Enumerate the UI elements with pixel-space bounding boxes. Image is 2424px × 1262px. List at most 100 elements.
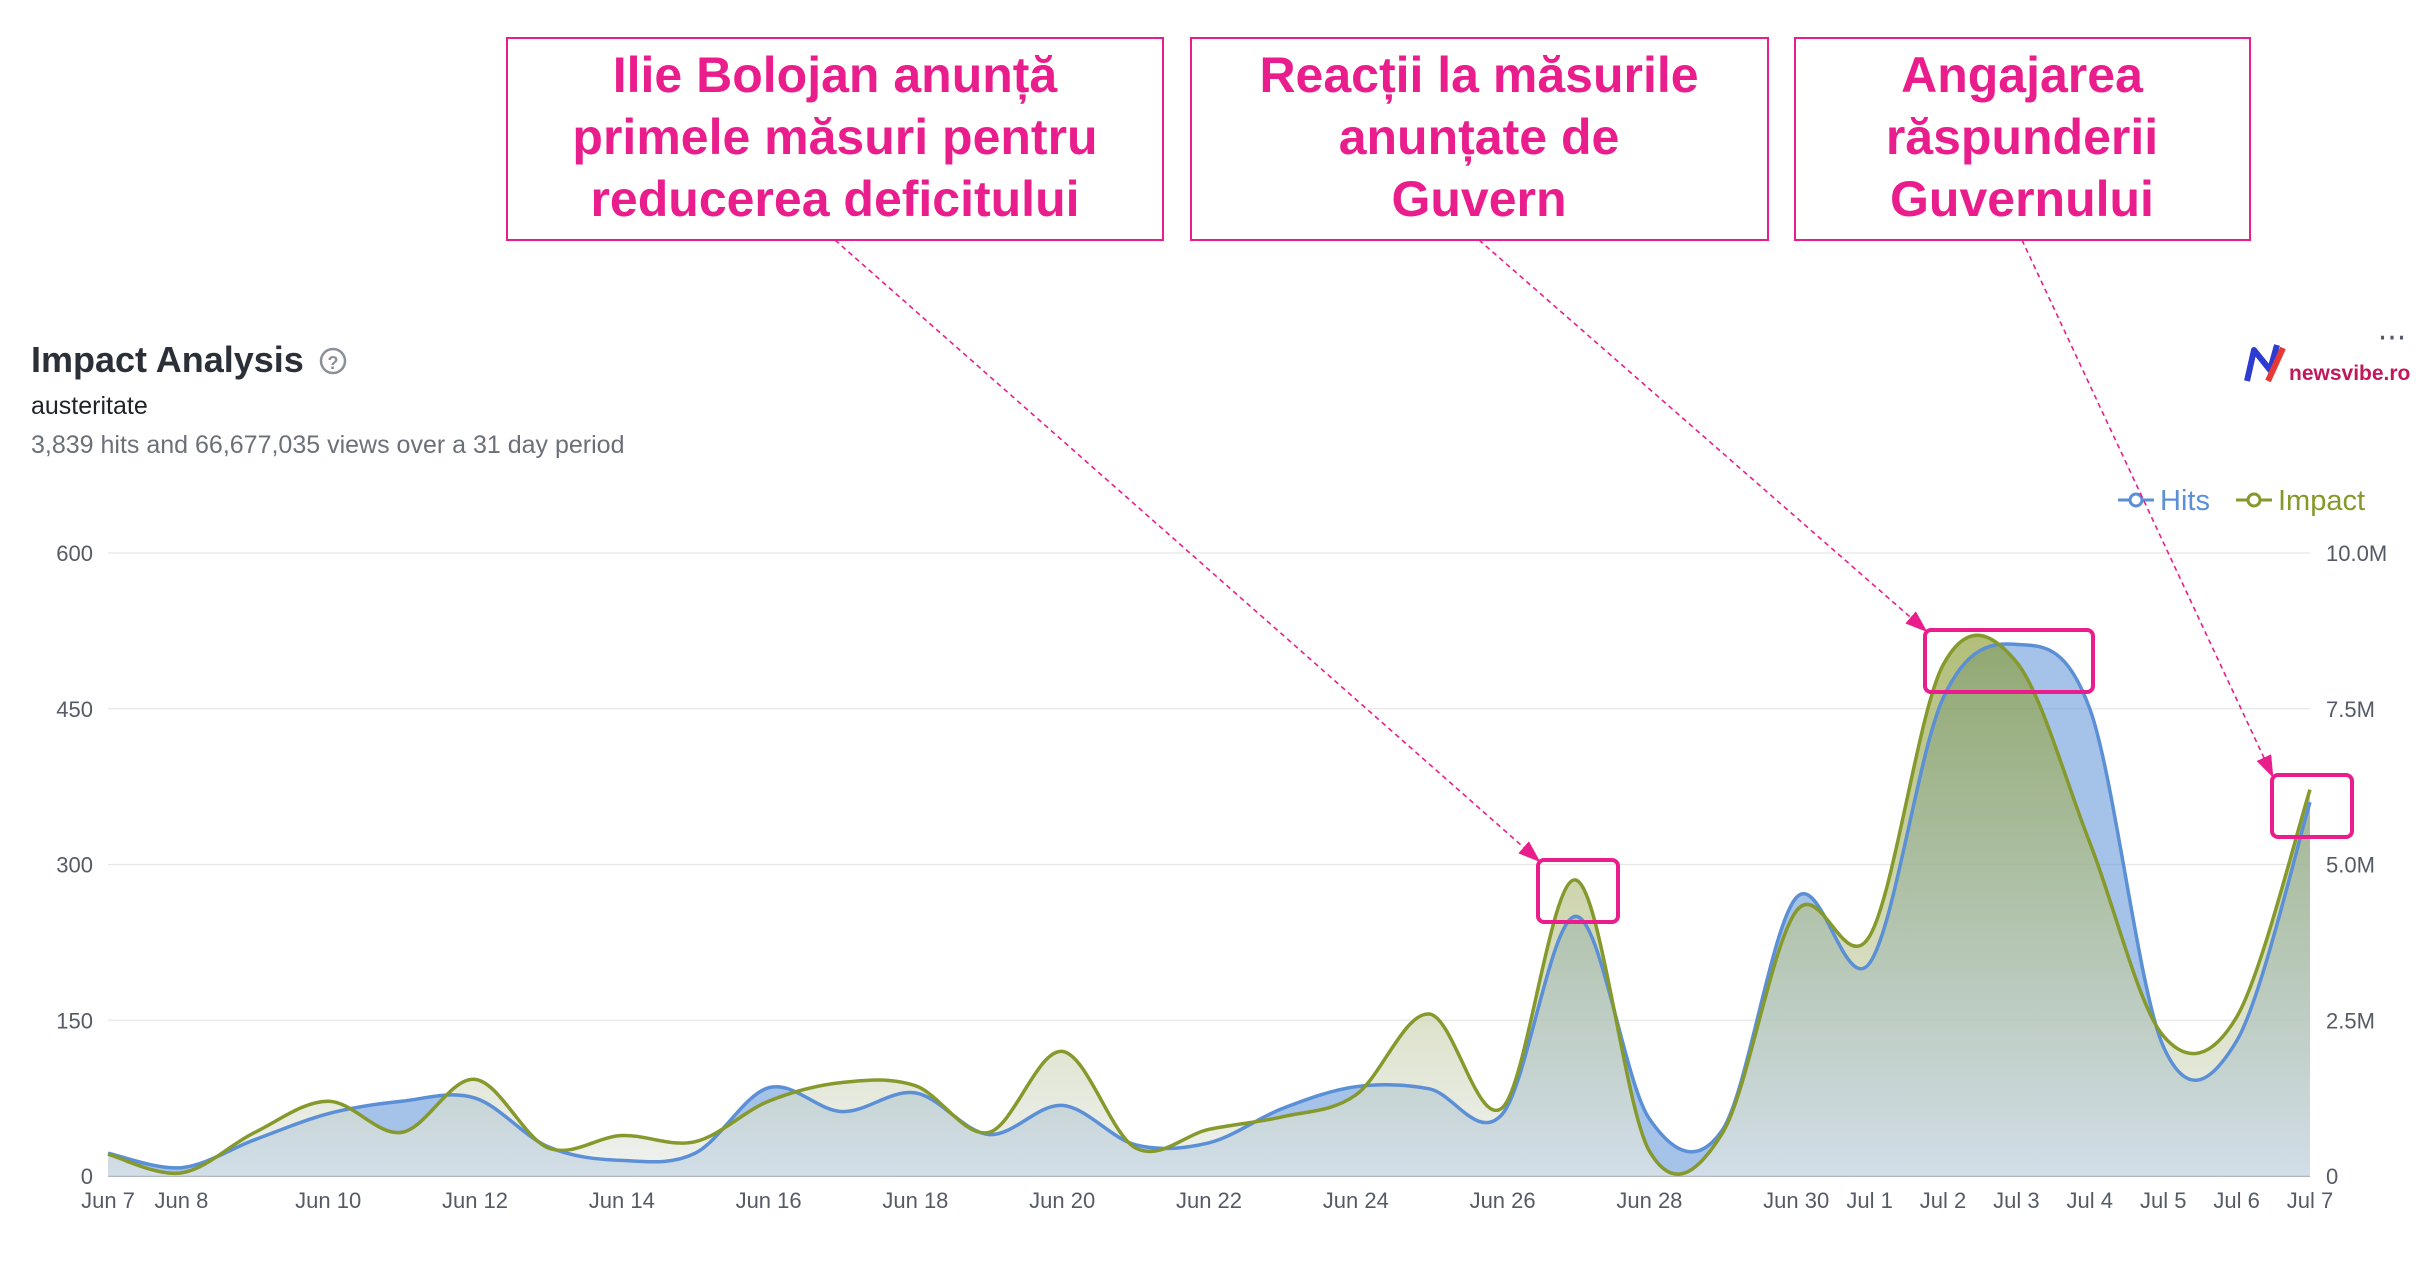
impact-point xyxy=(2088,841,2091,844)
impact-point xyxy=(327,1100,330,1103)
x-tick-label: Jul 2 xyxy=(1920,1188,1966,1213)
impact-point xyxy=(180,1171,183,1174)
annotation-3: Angajarea răspunderii Guvernului xyxy=(1794,37,2251,241)
annotation-3-line-3: Guvernului xyxy=(1890,171,2154,227)
x-tick-label: Jun 24 xyxy=(1323,1188,1389,1213)
annotation-1-line-3: reducerea deficitului xyxy=(590,171,1079,227)
hits-point xyxy=(841,1110,844,1113)
impact-point xyxy=(2015,661,2018,664)
x-tick-label: Jun 8 xyxy=(154,1188,208,1213)
x-tick-label: Jun 10 xyxy=(295,1188,361,1213)
impact-point xyxy=(1134,1146,1137,1149)
impact-point xyxy=(1942,664,1945,667)
brand-name: newsvibe.ro xyxy=(2289,362,2410,385)
highlight-box-jul7 xyxy=(2270,773,2354,839)
impact-point xyxy=(107,1153,110,1156)
x-tick-label: Jul 4 xyxy=(2067,1188,2113,1213)
highlight-box-jul2-jul3 xyxy=(1923,628,2095,694)
chart-title: Impact Analysis xyxy=(31,339,304,380)
impact-point xyxy=(400,1131,403,1134)
annotation-1: Ilie Bolojan anunță primele măsuri pentr… xyxy=(506,37,1164,241)
highlight-box-jun27 xyxy=(1536,858,1620,924)
impact-point xyxy=(1061,1050,1064,1053)
annotation-2-line-1: Reacții la măsurile xyxy=(1259,47,1698,103)
brand-logo: newsvibe.ro xyxy=(2244,344,2410,385)
y-right-tick-label: 5.0M xyxy=(2326,853,2375,878)
impact-point xyxy=(1501,1106,1504,1109)
hits-point xyxy=(2162,1045,2165,1048)
axes: 0 0 150 2.5M 300 5.0M 450 7.5M 600 10.0M Jun 7 Jun … xyxy=(56,541,2387,1213)
impact-point xyxy=(767,1100,770,1103)
hits-point xyxy=(767,1086,770,1089)
hits-point xyxy=(1354,1085,1357,1088)
chart-summary: 3,839 hits and 66,677,035 views over a 3… xyxy=(31,431,624,459)
y-right-tick-label: 0 xyxy=(2326,1164,2338,1189)
impact-point xyxy=(1575,879,1578,882)
x-tick-label: Jun 22 xyxy=(1176,1188,1242,1213)
impact-point xyxy=(1428,1013,1431,1016)
hits-point xyxy=(1134,1143,1137,1146)
x-tick-label: Jul 6 xyxy=(2213,1188,2259,1213)
impact-point xyxy=(620,1134,623,1137)
legend-item-hits[interactable]: Hits xyxy=(2118,485,2210,517)
annotation-2-line-3: Guvern xyxy=(1391,171,1566,227)
legend-label-impact: Impact xyxy=(2278,485,2365,517)
x-tick-label: Jul 7 xyxy=(2287,1188,2333,1213)
hits-point xyxy=(253,1138,256,1141)
hits-point xyxy=(914,1091,917,1094)
chart-keyword: austeritate xyxy=(31,392,148,420)
impact-line xyxy=(107,633,2312,1176)
hits-point xyxy=(2235,1040,2238,1043)
impact-point xyxy=(253,1131,256,1134)
hits-point xyxy=(2309,801,2312,804)
impact-point xyxy=(2235,1016,2238,1019)
impact-point xyxy=(987,1131,990,1134)
impact-point xyxy=(1868,935,1871,938)
impact-point xyxy=(1208,1128,1211,1131)
x-tick-label: Jun 28 xyxy=(1616,1188,1682,1213)
impact-point xyxy=(1281,1115,1284,1118)
impact-point xyxy=(1795,910,1798,913)
hits-point xyxy=(1281,1107,1284,1110)
impact-point xyxy=(1721,1131,1724,1134)
impact-point xyxy=(2309,788,2312,791)
impact-area xyxy=(108,635,2310,1176)
more-dots-icon[interactable]: ··· xyxy=(2378,321,2407,356)
hits-point xyxy=(180,1166,183,1169)
x-tick-label: Jun 16 xyxy=(736,1188,802,1213)
hits-point xyxy=(1428,1087,1431,1090)
legend-item-impact[interactable]: Impact xyxy=(2236,485,2365,517)
impact-point xyxy=(2162,1034,2165,1037)
annotation-1-arrow xyxy=(834,239,1541,863)
series-lines xyxy=(107,633,2312,1176)
hits-point xyxy=(1795,896,1798,899)
y-right-tick-label: 10.0M xyxy=(2326,541,2387,566)
x-tick-label: Jun 30 xyxy=(1763,1188,1829,1213)
hits-point xyxy=(1061,1104,1064,1107)
x-tick-label: Jun 20 xyxy=(1029,1188,1095,1213)
impact-point xyxy=(694,1140,697,1143)
x-tick-label: Jun 18 xyxy=(882,1188,948,1213)
impact-point xyxy=(914,1084,917,1087)
y-left-tick-label: 150 xyxy=(56,1008,93,1033)
annotation-2-line-2: anunțate de xyxy=(1339,109,1620,165)
question-circle-icon[interactable]: ? xyxy=(319,347,347,375)
hits-point xyxy=(1868,962,1871,965)
hits-point xyxy=(2015,643,2018,646)
hits-point xyxy=(1721,1128,1724,1131)
x-tick-label: Jul 5 xyxy=(2140,1188,2186,1213)
hits-point xyxy=(474,1097,477,1100)
legend-label-hits: Hits xyxy=(2160,485,2210,517)
hits-point xyxy=(1575,915,1578,918)
impact-point xyxy=(1354,1094,1357,1097)
annotation-3-line-1: Angajarea xyxy=(1901,47,2144,103)
x-tick-label: Jun 14 xyxy=(589,1188,655,1213)
legend: Hits Impact xyxy=(2118,485,2365,517)
annotation-1-line-2: primele măsuri pentru xyxy=(572,109,1097,165)
y-left-tick-label: 450 xyxy=(56,697,93,722)
hits-point xyxy=(2088,707,2091,710)
annotation-2-arrow xyxy=(1478,239,1928,633)
y-left-tick-label: 300 xyxy=(56,853,93,878)
hits-point xyxy=(400,1100,403,1103)
